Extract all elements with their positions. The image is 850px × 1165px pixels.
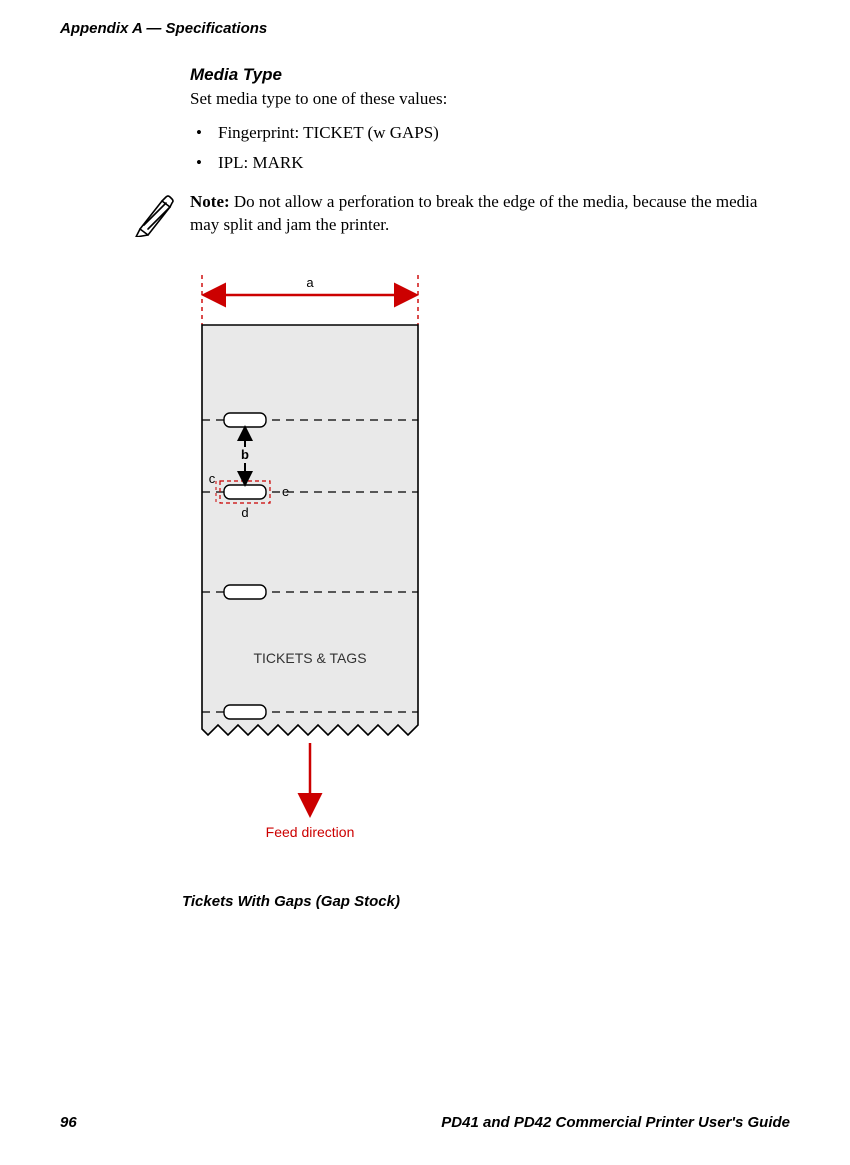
note-text: Note: Do not allow a perforation to brea… xyxy=(190,191,790,237)
list-item: IPL: MARK xyxy=(190,153,790,173)
bullet-list: Fingerprint: TICKET (w GAPS) IPL: MARK xyxy=(190,123,790,173)
content-block: Media Type Set media type to one of thes… xyxy=(190,65,790,910)
dim-e-label: e xyxy=(282,484,289,499)
feed-direction-label: Feed direction xyxy=(266,824,355,840)
pencil-icon xyxy=(132,191,176,237)
dim-d-label: d xyxy=(241,505,248,520)
page-footer: 96 PD41 and PD42 Commercial Printer User… xyxy=(60,1114,790,1131)
dim-b-label: b xyxy=(241,447,249,462)
dim-a-label: a xyxy=(306,275,314,290)
figure-caption: Tickets With Gaps (Gap Stock) xyxy=(182,893,790,910)
section-title: Media Type xyxy=(190,65,790,85)
media-diagram: a b xyxy=(182,265,482,885)
section-intro: Set media type to one of these values: xyxy=(190,89,790,109)
tickets-tags-text: TICKETS & TAGS xyxy=(253,650,366,666)
page-root: Appendix A — Specifications Media Type S… xyxy=(0,0,850,1165)
note-body: Do not allow a perforation to break the … xyxy=(190,192,757,234)
note-label: Note: xyxy=(190,192,230,211)
footer-title: PD41 and PD42 Commercial Printer User's … xyxy=(441,1114,790,1131)
running-header: Appendix A — Specifications xyxy=(60,20,790,37)
page-number: 96 xyxy=(60,1114,77,1131)
list-item: Fingerprint: TICKET (w GAPS) xyxy=(190,123,790,143)
dim-c-label: c xyxy=(209,471,216,486)
note-row: Note: Do not allow a perforation to brea… xyxy=(132,191,790,237)
